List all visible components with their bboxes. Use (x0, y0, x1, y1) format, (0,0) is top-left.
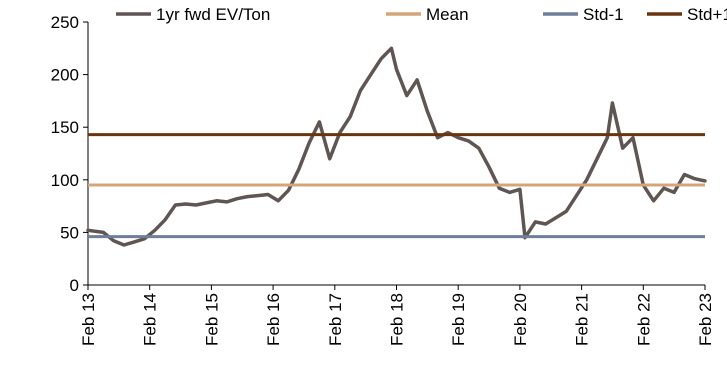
plot-area (86, 46, 707, 247)
legend-label: Std-1 (583, 5, 624, 24)
y-tick-label: 50 (60, 223, 79, 242)
legend-label: Mean (426, 5, 469, 24)
x-tick-label: Feb 20 (511, 293, 530, 346)
x-tick-label: Feb 16 (264, 293, 283, 346)
x-tick-label: Feb 18 (388, 293, 407, 346)
y-tick-label: 0 (70, 276, 79, 295)
x-tick-label: Feb 21 (573, 293, 592, 346)
x-tick-label: Feb 13 (79, 293, 98, 346)
x-tick-label: Feb 19 (449, 293, 468, 346)
y-axis: 0 50 100 150 200 250 (51, 13, 89, 295)
legend-label: 1yr fwd EV/Ton (156, 5, 270, 24)
x-tick-label: Feb 22 (634, 293, 653, 346)
series-line-ev-ton (86, 46, 707, 247)
y-tick-label: 100 (51, 171, 79, 190)
x-tick-label: Feb 17 (326, 293, 345, 346)
x-tick-label: Feb 14 (141, 293, 160, 346)
y-tick-label: 250 (51, 13, 79, 32)
legend: 1yr fwd EV/Ton Mean Std-1 Std+1 (116, 5, 727, 24)
x-tick-label: Feb 15 (202, 293, 221, 346)
x-tick-label: Feb 23 (696, 293, 715, 346)
x-axis: Feb 13 Feb 14 Feb 15 Feb 16 Feb 17 Feb 18 Feb … (79, 284, 715, 346)
y-tick-label: 200 (51, 66, 79, 85)
y-tick-label: 150 (51, 118, 79, 137)
legend-label: Std+1 (687, 5, 727, 24)
